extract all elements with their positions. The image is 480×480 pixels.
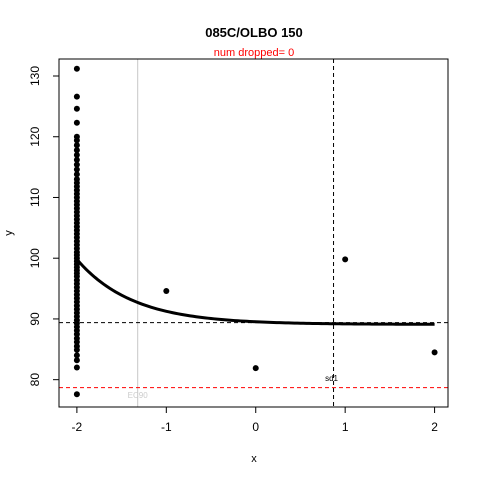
x-tick-label: 1 [342, 420, 349, 434]
y-axis-title: y [3, 230, 15, 236]
data-point [73, 166, 80, 173]
data-point [252, 365, 259, 372]
x-axis: -2 -1 0 1 2 [72, 406, 438, 434]
chart-title: 085C/OLBO 150 [205, 25, 303, 40]
chart-subtitle: num dropped= 0 [214, 47, 294, 59]
data-point [73, 93, 80, 100]
reference-label-sd1: sd1 [325, 374, 338, 383]
data-point [73, 161, 80, 168]
reference-lines: EC90 sd1 [59, 59, 448, 407]
data-point [73, 352, 80, 359]
reference-label-ec90: EC90 [128, 391, 149, 400]
data-point [73, 171, 80, 178]
y-tick-label: 130 [28, 66, 42, 86]
x-tick-label: 0 [252, 420, 259, 434]
x-tick-label: -2 [72, 420, 83, 434]
y-tick-label: 120 [28, 126, 42, 146]
y-axis: 80 90 100 110 120 130 [28, 66, 60, 387]
x-tick-label: -1 [161, 420, 172, 434]
data-point [73, 391, 80, 398]
y-tick-label: 100 [28, 248, 42, 268]
data-points [73, 65, 438, 398]
data-point [73, 142, 80, 149]
data-point [73, 364, 80, 371]
data-point [73, 151, 80, 158]
data-point [431, 349, 438, 356]
y-tick-label: 80 [28, 373, 42, 387]
data-point [73, 133, 80, 140]
x-axis-title: x [251, 453, 257, 465]
data-point [73, 119, 80, 126]
data-point [73, 105, 80, 112]
data-point [73, 343, 80, 350]
data-point [73, 147, 80, 154]
fit-curve [75, 258, 435, 326]
data-point [342, 256, 349, 263]
y-tick-label: 90 [28, 312, 42, 326]
data-point [73, 176, 80, 183]
data-point [73, 65, 80, 72]
data-point [73, 335, 80, 342]
data-point [73, 156, 80, 163]
data-point [163, 288, 170, 294]
data-point [73, 357, 80, 364]
fit-curve-line [75, 258, 435, 326]
x-tick-label: 2 [431, 420, 438, 434]
y-tick-label: 110 [28, 188, 42, 207]
